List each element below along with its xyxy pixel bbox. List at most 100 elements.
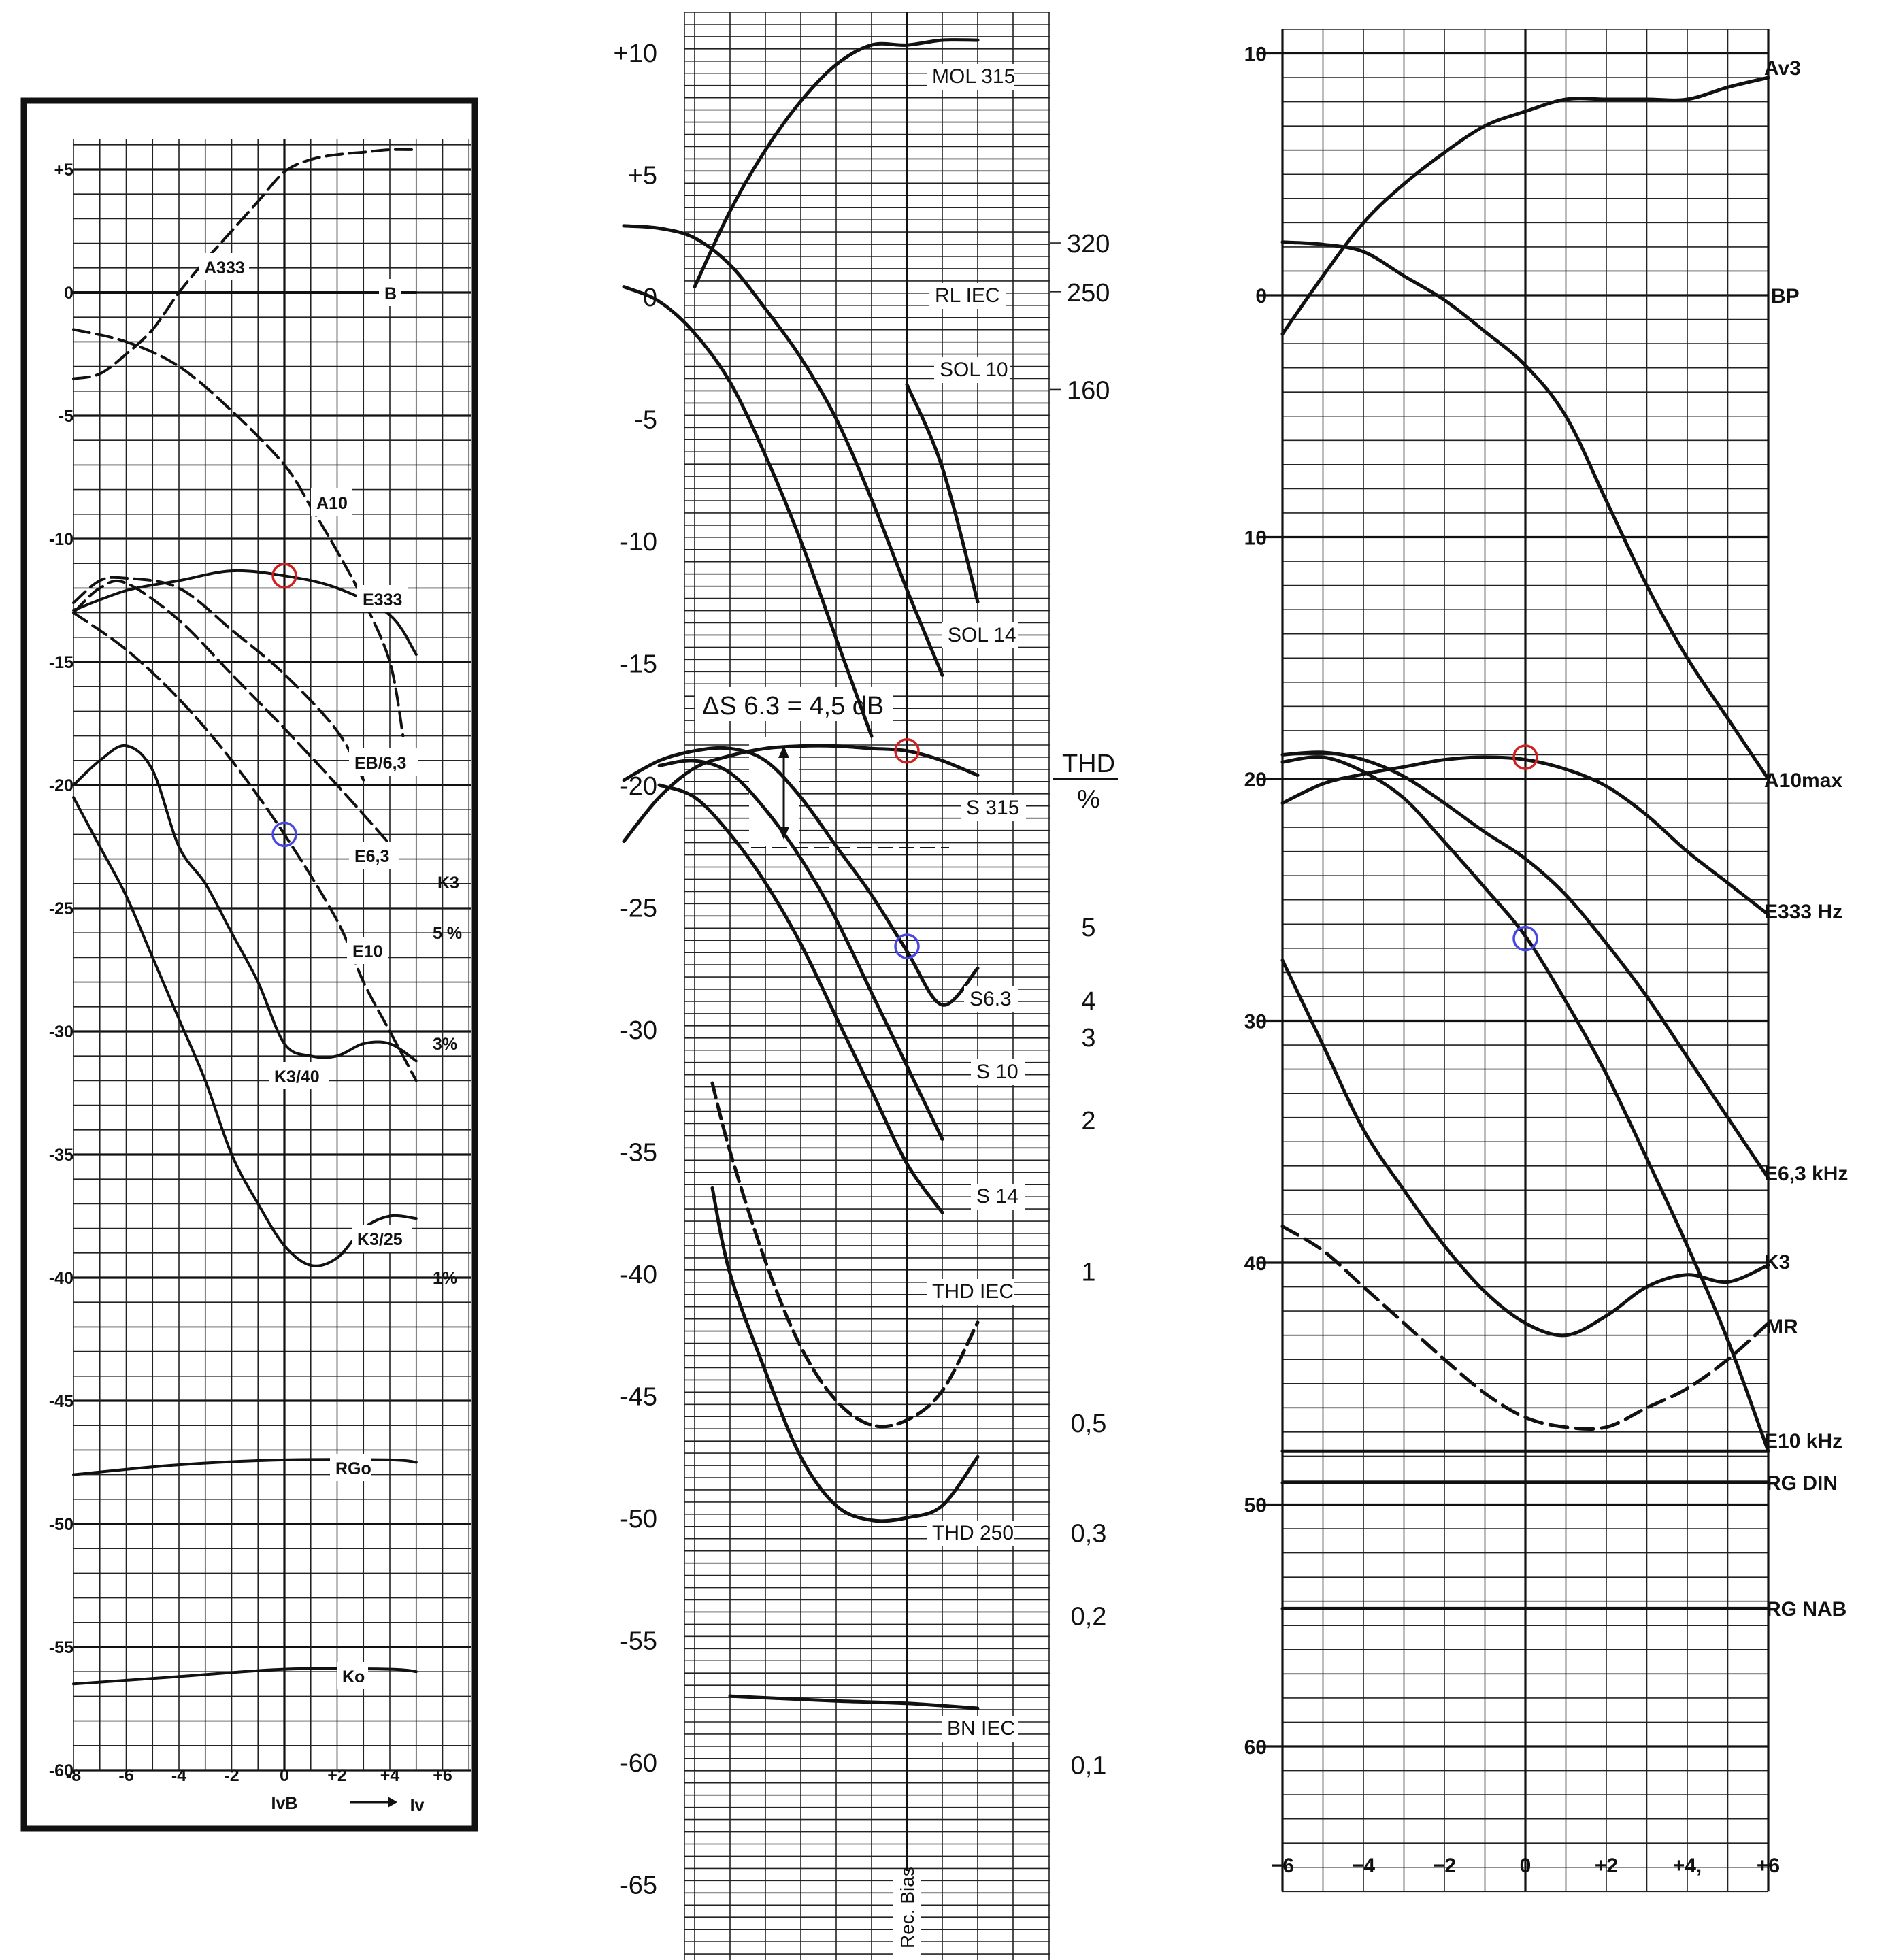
curve-label-a333: A333 — [204, 259, 245, 278]
right-panel: 10 0 10 20 30 40 50 60 −6 −4 −2 0 +2 +4, +6 Av3 BP A10max… — [1244, 29, 1848, 1893]
curve-a333 — [72, 148, 418, 380]
curve-label-thd-250: THD 250 — [932, 1522, 1014, 1544]
curve-s-315 — [622, 744, 980, 844]
curve-s-14 — [657, 783, 944, 1214]
y-tick-label: 40 — [1244, 1252, 1267, 1275]
k3-axis-tick: 1% — [433, 1269, 457, 1288]
curve-label-e6-3: E6,3 — [354, 847, 389, 866]
curve-thd-iec — [710, 1081, 980, 1429]
y-tick-label: +10 — [614, 39, 657, 68]
curve-label-sol-14: SOL 14 — [948, 624, 1016, 646]
y-tick-label: -5 — [59, 407, 73, 426]
thd-tick-label: 0,1 — [1071, 1752, 1107, 1780]
curve-label-bg — [927, 1279, 1014, 1305]
y-tick-label: -25 — [620, 895, 657, 923]
x-tick-label: +6 — [433, 1766, 452, 1785]
y-tick-label: -30 — [620, 1016, 657, 1045]
y-tick-label: -55 — [49, 1638, 73, 1657]
x-axis-label-left: IvB — [271, 1794, 298, 1813]
curve-label-k3-25: K3/25 — [357, 1230, 403, 1249]
curve-label-rg-nab: RG NAB — [1766, 1598, 1846, 1621]
curve-label-k3: K3 — [1764, 1251, 1790, 1274]
y-tick-label: -5 — [634, 406, 657, 435]
y-tick-label: 0 — [1255, 285, 1267, 308]
curve-label-bg — [929, 283, 1006, 309]
y-tick-label: -40 — [49, 1269, 73, 1288]
y-tick-label: -55 — [620, 1627, 657, 1656]
x-tick-label: +6 — [1757, 1855, 1780, 1877]
left-panel-frame — [20, 97, 478, 1832]
curve-k3-40 — [72, 744, 418, 1063]
curve-ko — [72, 1667, 418, 1686]
x-tick-label: -2 — [224, 1766, 239, 1785]
thd-tick-label: 1 — [1081, 1258, 1095, 1286]
curve-mol-315 — [693, 38, 980, 289]
y-tick-label: -35 — [49, 1146, 73, 1165]
curve-label-a10max: A10max — [1764, 769, 1842, 792]
curve-label-a10: A10 — [316, 494, 348, 513]
curve-label-k3-40: K3/40 — [274, 1067, 320, 1086]
y-tick-label: -60 — [620, 1749, 657, 1778]
curve-label-rg-din: RG DIN — [1766, 1472, 1838, 1495]
x-tick-label: −4 — [1352, 1855, 1376, 1877]
x-tick-label: +4, — [1673, 1855, 1702, 1877]
x-tick-label: −6 — [1271, 1855, 1294, 1877]
curve-label-s-10: S 10 — [976, 1061, 1018, 1083]
curve-label-bg — [942, 622, 1018, 648]
curve-label-sol-10: SOL 10 — [940, 359, 1008, 381]
curve-k3 — [1280, 959, 1770, 1338]
y-tick-label: 60 — [1244, 1736, 1267, 1759]
y-tick-label: 10 — [1244, 44, 1267, 66]
ref-tick-label: 320 — [1067, 230, 1110, 259]
curve-label-bg — [349, 842, 399, 869]
red-marker — [1512, 744, 1538, 770]
curve-label-e6-3-khz: E6,3 kHz — [1764, 1163, 1848, 1185]
curve-label-s-14: S 14 — [976, 1185, 1018, 1208]
y-tick-label: -15 — [620, 650, 657, 679]
k3-axis-title: K3 — [437, 874, 459, 893]
y-tick-label: -50 — [620, 1505, 657, 1533]
thd-tick-label: 5 — [1081, 914, 1095, 942]
y-tick-label: -25 — [49, 899, 73, 918]
curve-label-eb-6-3: EB/6,3 — [354, 754, 406, 773]
curve-label-bg — [927, 1521, 1014, 1546]
y-tick-label: -60 — [49, 1761, 73, 1780]
y-tick-label: -35 — [620, 1139, 657, 1167]
curve-s6-3 — [622, 746, 980, 1007]
y-tick-label: -45 — [49, 1392, 73, 1411]
delta-s-annotation: ΔS 6.3 = 4,5 dB — [702, 692, 884, 720]
curve-s-10 — [657, 759, 944, 1141]
curve-rl-iec — [622, 224, 944, 677]
blue-marker — [894, 933, 920, 959]
curve-a10 — [72, 328, 405, 737]
y-tick-label: -65 — [620, 1872, 657, 1900]
blue-marker — [271, 821, 297, 848]
curve-label-s-315: S 315 — [966, 797, 1019, 819]
thd-tick-label: 4 — [1081, 987, 1095, 1016]
thd-tick-label: 0,2 — [1071, 1603, 1107, 1631]
red-marker — [271, 563, 297, 589]
y-tick-label: 50 — [1244, 1495, 1267, 1517]
rec-bias-label-bg — [893, 1871, 921, 1960]
curve-thd-250 — [710, 1186, 980, 1523]
blue-marker — [1512, 925, 1538, 952]
y-tick-label: -50 — [49, 1515, 73, 1534]
ref-tick-label: 250 — [1067, 279, 1110, 308]
curve-label-rgo: RGo — [335, 1459, 371, 1478]
rec-bias-label: Rec. Bias — [897, 1867, 918, 1948]
curve-label-bg — [934, 357, 1010, 383]
k3-axis-tick: 3% — [433, 1035, 457, 1054]
k3-axis-tick: 5 % — [433, 924, 462, 943]
curve-label-av3: Av3 — [1764, 57, 1801, 80]
curve-label-bg — [269, 1062, 329, 1089]
x-axis-label-right: Iv — [410, 1796, 425, 1815]
y-tick-label: -45 — [620, 1383, 657, 1412]
curve-label-bg — [337, 1662, 368, 1689]
curve-label-bg — [927, 64, 1014, 90]
left-panel: +50-5-10-15-20-25-30-35-40-45-50-55-60-8… — [20, 97, 478, 1832]
curve-label-mol-315: MOL 315 — [932, 65, 1015, 88]
curve-label-bg — [347, 937, 388, 964]
curve-label-e10: E10 — [352, 942, 382, 961]
curve-label-mr: MR — [1766, 1316, 1798, 1338]
